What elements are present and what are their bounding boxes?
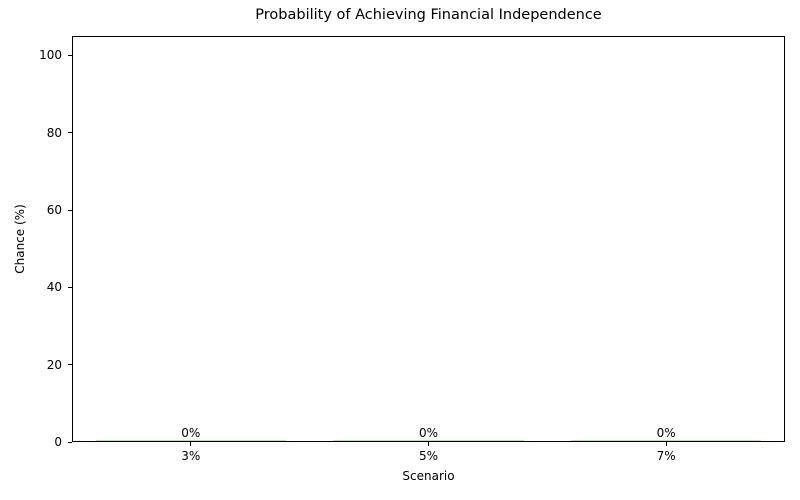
bar-value-label: 0% — [418, 426, 439, 440]
chart-title: Probability of Achieving Financial Indep… — [255, 7, 602, 23]
y-tick-mark — [68, 132, 72, 134]
y-tick-mark — [68, 286, 72, 288]
y-tick-mark — [68, 209, 72, 211]
x-tick-mark — [428, 442, 429, 446]
x-tick-label: 7% — [656, 449, 676, 463]
y-tick-label: 20 — [46, 357, 62, 372]
bar — [571, 440, 762, 441]
bar — [95, 440, 286, 441]
y-tick-mark — [68, 54, 72, 56]
bar-value-label: 0% — [656, 426, 676, 440]
x-tick-mark — [665, 442, 667, 446]
y-tick-label: 0 — [54, 435, 62, 449]
bar-value-label: 0% — [181, 426, 201, 440]
y-tick-mark — [68, 364, 72, 366]
x-tick-label: 5% — [418, 449, 439, 463]
x-axis-label: Scenario — [402, 469, 455, 483]
x-tick-label: 3% — [181, 449, 201, 463]
plot-area — [72, 36, 785, 442]
y-tick-label: 100 — [39, 48, 62, 63]
y-tick-label: 80 — [46, 125, 62, 140]
x-tick-mark — [190, 442, 192, 446]
y-tick-label: 40 — [46, 280, 62, 295]
y-tick-mark — [68, 441, 72, 443]
y-tick-label: 60 — [46, 203, 62, 217]
bar — [333, 440, 524, 441]
